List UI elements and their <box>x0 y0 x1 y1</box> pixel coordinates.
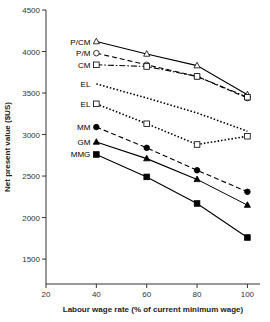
series-marker <box>194 62 200 68</box>
x-axis <box>46 284 260 285</box>
x-tick-label: 80 <box>193 290 202 299</box>
series-marker <box>245 189 251 195</box>
x-tick <box>146 284 147 288</box>
series-label: EL <box>81 100 91 109</box>
series-line <box>96 104 247 145</box>
series-marker <box>194 201 200 207</box>
series-marker <box>94 101 100 107</box>
series-marker <box>93 38 99 44</box>
series-line <box>96 154 247 237</box>
series-marker <box>194 74 200 80</box>
y-tick <box>42 259 46 260</box>
y-tick <box>42 51 46 52</box>
series-marker <box>94 152 100 158</box>
x-tick <box>96 284 97 288</box>
y-tick-label: 2000 <box>22 214 40 223</box>
y-axis-label: Net present value ($US) <box>3 102 12 192</box>
series-marker <box>194 167 200 173</box>
series-line <box>96 65 247 97</box>
x-tick-label: 60 <box>142 290 151 299</box>
x-tick <box>197 284 198 288</box>
series-marker <box>144 145 150 151</box>
y-tick <box>42 134 46 135</box>
y-tick-label: 3500 <box>22 89 40 98</box>
series-label: MM <box>77 123 91 132</box>
x-tick <box>247 284 248 288</box>
series-label: GM <box>77 138 90 147</box>
series-marker <box>194 74 200 80</box>
plot-area <box>93 38 250 240</box>
series-labels: P/CM P/M CM EL EL MM GM MMG <box>70 38 91 160</box>
y-tick-label: 1500 <box>22 255 40 264</box>
series-marker <box>144 174 150 180</box>
x-axis-label: Labour wage rate (% of current minimum w… <box>63 305 244 314</box>
series-marker <box>94 124 100 130</box>
series-marker <box>144 64 150 70</box>
y-tick <box>42 217 46 218</box>
y-tick <box>42 176 46 177</box>
series-marker <box>144 155 150 161</box>
series-marker <box>244 202 250 208</box>
series-marker <box>245 133 251 139</box>
series-label: P/M <box>76 49 91 58</box>
series-marker <box>245 95 251 101</box>
series-label: CM <box>78 61 91 70</box>
series-marker <box>144 51 150 57</box>
series-line <box>96 53 247 98</box>
series-marker <box>245 235 251 241</box>
y-tick-label: 4500 <box>22 6 40 15</box>
x-tick-label: 100 <box>241 290 255 299</box>
series-marker <box>93 139 99 145</box>
y-tick <box>42 10 46 11</box>
y-tick-label: 2500 <box>22 172 40 181</box>
series-line <box>96 84 247 131</box>
x-tick-label: 40 <box>92 290 101 299</box>
series-marker <box>194 142 200 148</box>
series-marker <box>94 62 100 68</box>
series-marker <box>94 50 100 56</box>
y-tick-label: 3000 <box>22 131 40 140</box>
series-label: P/CM <box>70 38 90 47</box>
series-line <box>96 42 247 95</box>
y-tick-label: 4000 <box>22 48 40 57</box>
series-marker <box>194 176 200 182</box>
x-tick <box>46 284 47 288</box>
series-label: EL <box>81 80 91 89</box>
x-tick-label: 20 <box>42 290 51 299</box>
series-label: MMG <box>71 150 91 159</box>
series-marker <box>144 121 150 127</box>
series-line <box>96 142 247 205</box>
series-marker <box>245 94 251 100</box>
chart: 20 40 60 80 100 1500 2000 2500 3000 3500 4000 4500 L… <box>0 0 270 322</box>
y-tick <box>42 93 46 94</box>
series-line <box>96 127 247 192</box>
